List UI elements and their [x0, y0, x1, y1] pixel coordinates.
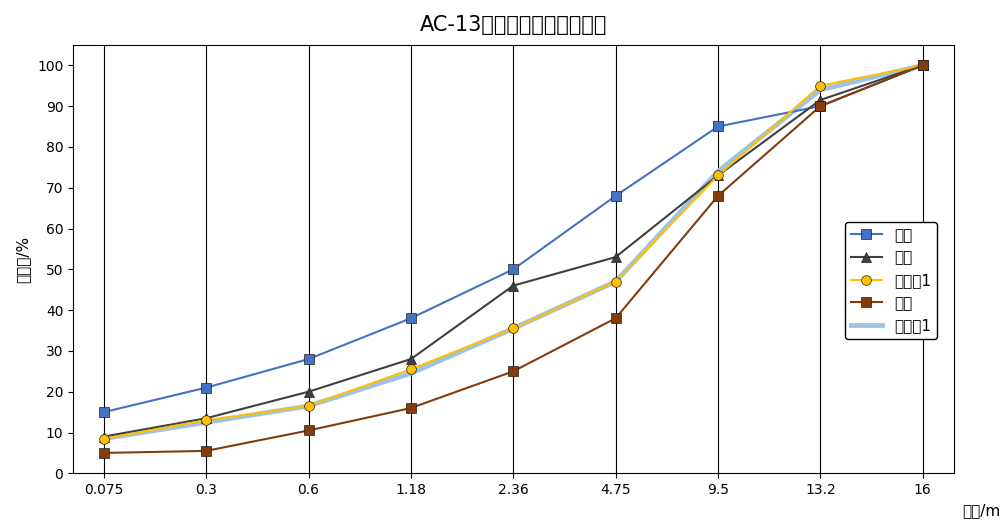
中值 — [405, 356, 417, 362]
实施例1 — [814, 82, 826, 89]
下限 — [200, 448, 212, 454]
对比例1 — [507, 325, 519, 331]
中值 — [200, 415, 212, 421]
上限 — [98, 409, 110, 415]
中值 — [712, 172, 724, 179]
Line: 对比例1: 对比例1 — [104, 65, 923, 439]
上限 — [507, 266, 519, 272]
Line: 实施例1: 实施例1 — [99, 61, 928, 444]
Line: 上限: 上限 — [99, 61, 928, 417]
下限 — [610, 315, 622, 321]
Title: AC-13沥青混合料级配合成图: AC-13沥青混合料级配合成图 — [420, 15, 607, 35]
下限 — [98, 450, 110, 456]
对比例1 — [200, 419, 212, 426]
上限 — [814, 103, 826, 109]
下限 — [405, 405, 417, 411]
上限 — [200, 385, 212, 391]
实施例1 — [405, 366, 417, 372]
下限 — [303, 427, 315, 434]
Y-axis label: 通过率/%: 通过率/% — [15, 236, 30, 282]
Line: 下限: 下限 — [99, 61, 928, 458]
Legend: 上限, 中值, 实施例1, 下限, 对比例1: 上限, 中值, 实施例1, 下限, 对比例1 — [845, 222, 937, 339]
下限 — [507, 368, 519, 375]
对比例1 — [303, 403, 315, 409]
实施例1 — [712, 172, 724, 179]
对比例1 — [98, 436, 110, 442]
中值 — [814, 97, 826, 103]
上限 — [405, 315, 417, 321]
实施例1 — [610, 278, 622, 285]
对比例1 — [405, 370, 417, 377]
下限 — [712, 193, 724, 199]
中值 — [917, 62, 929, 69]
对比例1 — [917, 62, 929, 69]
上限 — [917, 62, 929, 69]
对比例1 — [814, 87, 826, 93]
上限 — [303, 356, 315, 362]
实施例1 — [200, 417, 212, 423]
实施例1 — [917, 62, 929, 69]
X-axis label: 孔径/mm: 孔径/mm — [962, 503, 1000, 518]
下限 — [917, 62, 929, 69]
上限 — [610, 193, 622, 199]
实施例1 — [507, 325, 519, 331]
对比例1 — [610, 278, 622, 285]
中值 — [507, 282, 519, 289]
上限 — [712, 123, 724, 130]
中值 — [303, 388, 315, 395]
中值 — [610, 254, 622, 260]
实施例1 — [98, 436, 110, 442]
实施例1 — [303, 403, 315, 409]
中值 — [98, 434, 110, 440]
下限 — [814, 103, 826, 109]
Line: 中值: 中值 — [99, 61, 928, 442]
对比例1 — [712, 168, 724, 174]
